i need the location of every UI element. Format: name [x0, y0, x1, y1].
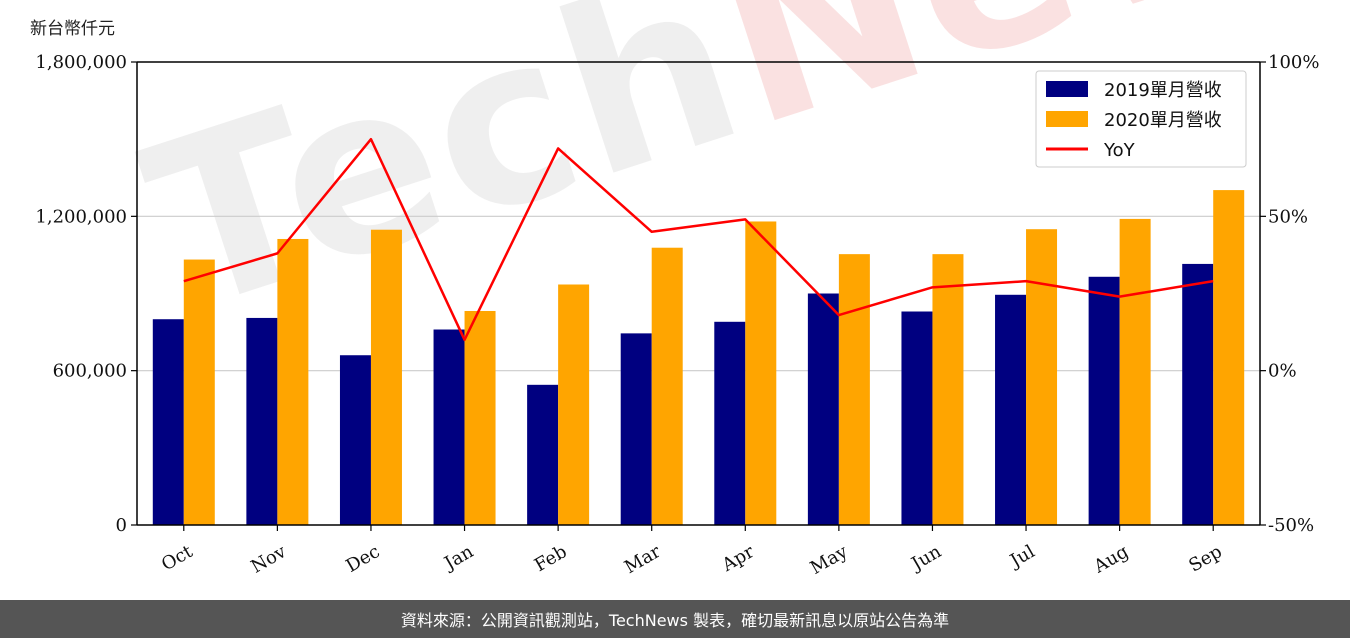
- footer-text: 資料來源：公開資訊觀測站，TechNews 製表，確切最新訊息以原站公告為準: [400, 611, 950, 630]
- bar-2019-apr: [714, 321, 746, 525]
- bar-2019-aug: [1088, 276, 1120, 525]
- legend-label: YoY: [1103, 140, 1136, 161]
- bar-2020-jul: [1026, 229, 1058, 525]
- legend-box: [1035, 70, 1247, 168]
- bar-2020-oct: [183, 259, 215, 525]
- bar-2020-jun: [932, 254, 964, 525]
- bar-2020-apr: [745, 221, 777, 525]
- x-tick-label-apr: Apr: [718, 541, 758, 576]
- bar-2020-sep: [1213, 190, 1245, 525]
- bar-2019-oct: [152, 319, 184, 525]
- right-tick-label: -50%: [1268, 515, 1314, 536]
- bar-2019-sep: [1182, 263, 1214, 525]
- x-tick-label-dec: Dec: [342, 541, 383, 577]
- bar-2020-jan: [464, 310, 496, 525]
- legend-label: 2019單月營收: [1104, 80, 1222, 101]
- bar-2019-mar: [620, 333, 652, 525]
- revenue-chart: 0 600,000 1,200,000 1,800,000 -50% 0% 50% 100% O…: [35, 52, 1319, 579]
- bar-2020-dec: [370, 229, 402, 525]
- x-tick-label-nov: Nov: [248, 541, 291, 578]
- x-tick-label-aug: Aug: [1089, 541, 1132, 578]
- x-tick-label-jun: Jun: [906, 541, 945, 576]
- right-tick-label: 50%: [1268, 206, 1308, 227]
- unit-label: 新台幣仟元: [30, 19, 115, 39]
- x-tick-label-jan: Jan: [439, 541, 477, 575]
- bar-2020-may: [838, 254, 870, 525]
- bar-2019-nov: [246, 317, 278, 525]
- x-tick-label-may: May: [807, 541, 852, 579]
- legend-label: 2020單月營收: [1104, 110, 1222, 131]
- bar-2020-mar: [651, 247, 683, 525]
- bar-2019-dec: [339, 355, 371, 525]
- bar-2019-jan: [433, 329, 465, 525]
- right-tick-label: 0%: [1268, 361, 1297, 382]
- bar-2019-jun: [901, 311, 933, 525]
- left-tick-label: 600,000: [53, 361, 127, 382]
- bar-2020-feb: [558, 284, 590, 525]
- left-tick-label: 1,200,000: [35, 206, 127, 227]
- x-tick-label-jul: Jul: [1005, 541, 1039, 573]
- legend-swatch: [1046, 81, 1088, 97]
- bar-2019-feb: [527, 384, 559, 525]
- x-tick-label-feb: Feb: [531, 541, 571, 576]
- x-tick-label-sep: Sep: [1185, 541, 1225, 576]
- bar-2020-aug: [1119, 218, 1151, 525]
- x-tick-label-oct: Oct: [158, 541, 197, 576]
- left-tick-label: 0: [116, 515, 127, 536]
- yoy-line: [183, 137, 1214, 342]
- right-tick-label: 100%: [1268, 52, 1319, 73]
- bar-2020-nov: [277, 238, 309, 526]
- source-footer: 資料來源：公開資訊觀測站，TechNews 製表，確切最新訊息以原站公告為準: [0, 600, 1350, 638]
- bar-2019-may: [807, 293, 839, 525]
- left-tick-label: 1,800,000: [35, 52, 127, 73]
- legend-swatch: [1046, 111, 1088, 127]
- chart-area: TechNews 新台幣仟元 0600,0001,200,0001,800,00…: [30, 0, 1350, 579]
- bar-2019-jul: [995, 294, 1027, 525]
- x-tick-label-mar: Mar: [621, 541, 665, 578]
